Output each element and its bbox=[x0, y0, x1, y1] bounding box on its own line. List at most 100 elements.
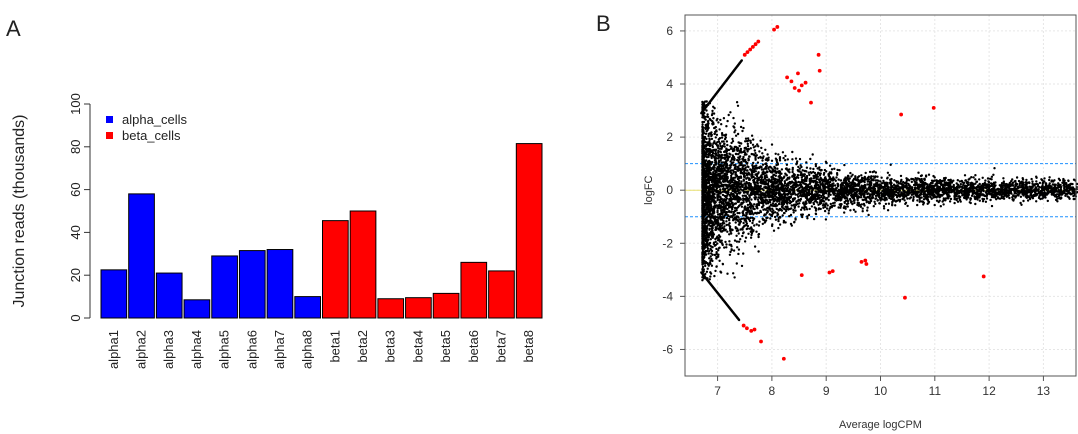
significant-point bbox=[741, 323, 746, 328]
significant-point bbox=[931, 106, 936, 110]
legend-swatch-beta_cells bbox=[106, 132, 113, 139]
significant-point bbox=[775, 25, 780, 29]
significant-point bbox=[745, 326, 749, 331]
significant-point bbox=[817, 68, 822, 73]
x-tick-label: beta5 bbox=[438, 330, 453, 363]
bars bbox=[100, 143, 543, 319]
x-tick-label: 9 bbox=[823, 384, 830, 398]
bar-alpha4 bbox=[183, 299, 211, 319]
x-tick-label: alpha4 bbox=[189, 330, 204, 369]
significant-point bbox=[809, 100, 813, 105]
significant-point bbox=[803, 80, 808, 85]
significant-point bbox=[781, 356, 786, 361]
y-tick-label: -4 bbox=[662, 289, 673, 303]
x-tick-label: beta7 bbox=[493, 330, 508, 363]
x-tick-label: beta6 bbox=[466, 330, 481, 363]
legend-label: alpha_cells bbox=[122, 112, 188, 127]
significant-point bbox=[753, 42, 758, 47]
y-tick-label: 2 bbox=[666, 130, 673, 144]
bar-beta7 bbox=[488, 270, 515, 319]
significant-point bbox=[748, 47, 753, 52]
x-tick-label: 11 bbox=[929, 384, 942, 398]
x-tick-label: alpha3 bbox=[161, 330, 176, 369]
x-axis-label: Average logCPM bbox=[839, 419, 922, 431]
bar-alpha7 bbox=[266, 249, 294, 319]
significant-point bbox=[797, 88, 801, 93]
y-tick-label: 4 bbox=[666, 77, 673, 91]
y-tick-label: 6 bbox=[666, 24, 673, 38]
x-tick-label: beta1 bbox=[327, 330, 342, 363]
significant-point bbox=[859, 259, 864, 264]
y-tick-label: 20 bbox=[68, 268, 83, 282]
bar-alpha2 bbox=[128, 193, 155, 319]
significant-point bbox=[830, 269, 835, 274]
y-tick-label: 60 bbox=[68, 182, 83, 196]
nonsignificant-gene-points bbox=[700, 59, 1078, 322]
significant-point bbox=[796, 71, 800, 76]
significant-point bbox=[903, 295, 907, 300]
significant-point bbox=[799, 83, 804, 88]
x-tick-label: alpha1 bbox=[106, 330, 121, 369]
x-tick-label: alpha5 bbox=[217, 330, 232, 369]
significant-point bbox=[772, 27, 776, 32]
x-tick-label: beta8 bbox=[521, 330, 536, 363]
significant-point bbox=[785, 75, 789, 80]
legend-label: beta_cells bbox=[122, 128, 181, 143]
significant-point bbox=[799, 273, 804, 278]
x-tick-label: 7 bbox=[714, 384, 721, 398]
significant-point bbox=[864, 262, 869, 266]
x-tick-label: 13 bbox=[1037, 384, 1051, 398]
significant-point bbox=[745, 50, 750, 55]
significant-point bbox=[749, 328, 754, 333]
significant-point bbox=[789, 79, 794, 84]
significant-point bbox=[750, 44, 755, 49]
y-tick-label: 100 bbox=[68, 93, 83, 115]
bar-alpha1 bbox=[100, 269, 128, 319]
bar-beta4 bbox=[405, 297, 432, 319]
x-tick-label: alpha8 bbox=[300, 330, 315, 369]
x-tick-label: 10 bbox=[874, 384, 888, 398]
bar-beta3 bbox=[377, 298, 405, 319]
bar-beta6 bbox=[460, 261, 488, 319]
bar-beta5 bbox=[432, 292, 460, 319]
y-axis: -6 -4 -2 0 2 4 6 bbox=[662, 24, 685, 356]
significant-points bbox=[741, 25, 986, 361]
y-tick-label: -6 bbox=[662, 342, 673, 356]
significant-point bbox=[756, 39, 761, 44]
significant-point bbox=[981, 274, 986, 279]
significant-point bbox=[759, 339, 763, 344]
x-tick-label: alpha2 bbox=[134, 330, 149, 369]
x-tick-label: alpha7 bbox=[272, 330, 287, 369]
x-tick-labels: alpha1 alpha2 alpha3 alpha4 alpha5 alpha6 alph… bbox=[106, 330, 536, 369]
y-tick-label: 0 bbox=[666, 183, 673, 197]
significant-point bbox=[816, 52, 821, 57]
x-tick-label: 8 bbox=[769, 384, 776, 398]
x-tick-label: 12 bbox=[982, 384, 996, 398]
bar-beta2 bbox=[349, 210, 377, 319]
bar-alpha6 bbox=[238, 250, 266, 319]
bar-alpha3 bbox=[155, 272, 183, 319]
y-tick-label: -2 bbox=[662, 236, 673, 250]
bar-alpha5 bbox=[211, 255, 238, 319]
y-axis: 0 20 40 60 80 100 bbox=[68, 93, 91, 322]
y-tick-label: 40 bbox=[68, 225, 83, 239]
significant-point bbox=[742, 52, 747, 57]
y-tick-label: 0 bbox=[68, 314, 83, 321]
x-tick-label: beta4 bbox=[410, 330, 425, 363]
panel-b-label: B bbox=[596, 11, 611, 36]
ma-plot: 7 8 9 10 11 12 13 -6 -4 -2 0 2 4 6 Average logCPM lo… bbox=[643, 14, 1078, 431]
x-tick-label: beta2 bbox=[355, 330, 370, 363]
y-tick-label: 80 bbox=[68, 140, 83, 154]
y-axis-label: logFC bbox=[643, 175, 655, 204]
significant-point bbox=[899, 112, 904, 117]
significant-point bbox=[792, 86, 797, 90]
significant-point bbox=[752, 327, 757, 332]
x-tick-label: alpha6 bbox=[244, 330, 259, 369]
y-axis-label: Junction reads (thousands) bbox=[11, 115, 28, 308]
legend-swatch-alpha_cells bbox=[106, 116, 113, 123]
x-tick-label: beta3 bbox=[383, 330, 398, 363]
bar-alpha8 bbox=[294, 296, 321, 319]
panel-a-label: A bbox=[6, 16, 21, 41]
